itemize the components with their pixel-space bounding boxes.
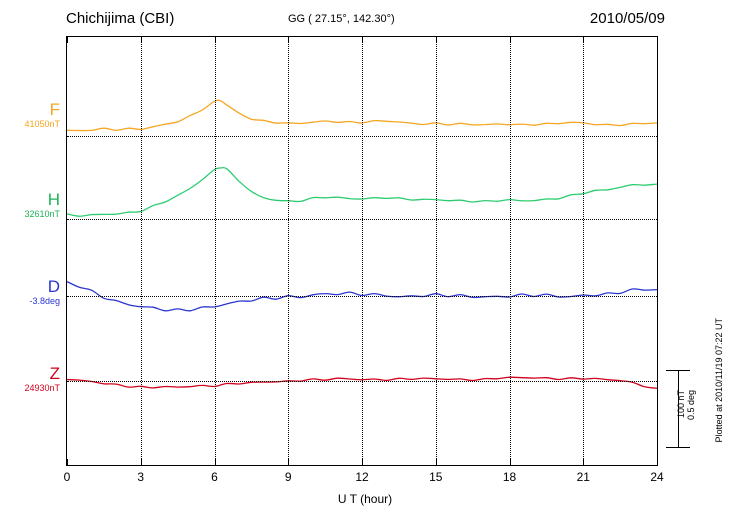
x-tick-top [657,37,658,43]
x-tick-top [435,37,437,43]
x-tick-top [214,37,216,43]
gridline-x [288,37,290,465]
gridline-x [140,37,142,465]
coordinates-label: GG ( 27.15°, 142.30°) [288,13,395,25]
scale-bar-stem [678,370,679,448]
x-tick-top [140,37,142,43]
scale-label-deg: 0.5 deg [686,390,696,421]
x-tick-label: 24 [650,470,664,484]
baseline-F [67,136,657,137]
x-tick-label: 6 [211,470,218,484]
x-tick-top [362,37,363,43]
scale-bar [666,370,690,448]
x-tick-top [288,37,290,43]
x-axis-title: U T (hour) [337,492,393,506]
baseline-D [67,296,657,297]
x-tick-top [67,37,68,43]
series-label-Z: Z 24930nT [24,364,60,394]
x-tick [214,459,216,465]
x-tick [67,459,68,465]
plot-area [66,36,658,466]
date-label: 2010/05/09 [589,10,665,27]
x-tick [288,459,290,465]
scale-bar-bottom [666,447,690,448]
x-tick-label: 0 [63,470,71,484]
series-label-H: H 32610nT [24,190,60,220]
gridline-x [583,37,585,465]
x-tick [140,459,142,465]
gridline-x [509,37,511,465]
series-label-F: F 41050nT [24,100,60,130]
x-tick-label: 12 [355,470,369,484]
scale-label-nt: 100 nT [676,390,686,419]
x-tick [657,459,658,465]
trace-H [67,166,657,217]
x-tick [583,459,585,465]
x-tick-label: 21 [576,470,590,484]
x-tick-label: 9 [284,470,292,484]
gridline-x [435,37,437,465]
x-tick-label: 3 [137,470,145,484]
x-tick [435,459,437,465]
gridline-x [214,37,216,465]
x-tick [509,459,511,465]
trace-F [67,99,657,132]
station-title: Chichijima (CBI) [66,10,175,27]
plotted-at-label: Plotted at 2010/11/19 07:22 UT [714,318,724,443]
baseline-H [67,219,657,220]
baseline-Z [67,381,657,382]
x-tick-top [583,37,585,43]
x-tick [362,459,363,465]
gridline-x [362,37,363,465]
x-tick-label: 15 [429,470,443,484]
x-tick-label: 18 [502,470,517,484]
series-label-D: D -3.8deg [29,277,60,307]
x-tick-top [509,37,511,43]
